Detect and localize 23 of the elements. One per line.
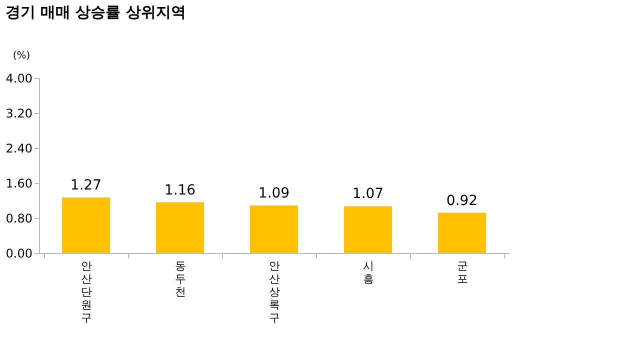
bar — [62, 197, 110, 253]
x-tick-label: 안산상록구 — [269, 260, 280, 324]
bar — [250, 205, 298, 253]
bar — [156, 202, 204, 253]
bar — [344, 206, 392, 253]
data-label: 0.92 — [446, 192, 478, 209]
data-label: 1.09 — [258, 185, 290, 202]
data-label: 1.27 — [70, 177, 102, 194]
data-label: 1.07 — [352, 186, 384, 202]
x-tick-label: 동두천 — [175, 260, 186, 298]
y-tick-label: 0.80 — [6, 212, 32, 226]
y-tick-label: 4.00 — [6, 72, 32, 86]
y-tick-label: 3.20 — [6, 106, 32, 120]
x-tick-label: 안산단원구 — [81, 260, 92, 324]
data-label: 1.16 — [164, 182, 196, 198]
y-tick-label: 0.00 — [6, 246, 32, 260]
x-tick-label: 시흥 — [363, 260, 374, 286]
y-tick-label: 1.60 — [6, 176, 32, 190]
x-tick-label: 군포 — [457, 260, 468, 286]
y-axis-title: (%) — [12, 50, 30, 62]
chart-title: 경기 매매 상승률 상위지역 — [5, 3, 186, 21]
y-tick-label: 2.40 — [6, 142, 32, 156]
bar — [438, 212, 486, 253]
